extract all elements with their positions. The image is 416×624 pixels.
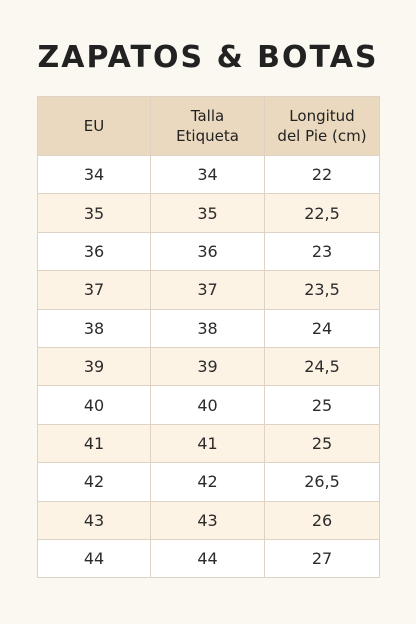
table-row: 42 42 26,5 — [37, 462, 380, 502]
table-cell: 25 — [264, 423, 380, 464]
column-header: EU — [37, 96, 151, 156]
table-cell: 34 — [150, 154, 265, 195]
table-row: 34 34 22 — [37, 154, 380, 195]
table-row: 39 39 24,5 — [37, 346, 380, 387]
table-cell: 40 — [37, 385, 151, 425]
table-cell: 36 — [150, 231, 265, 272]
table-cell: 24,5 — [264, 346, 380, 387]
table-row: 40 40 25 — [37, 385, 380, 425]
table-row: 35 35 22,5 — [37, 193, 380, 233]
table-cell: 23,5 — [264, 270, 380, 310]
table-body: 34 34 22 35 35 22,5 36 36 23 37 37 23,5 38 38 24 39 39 24… — [37, 154, 380, 579]
table-cell: 43 — [150, 500, 265, 540]
table-cell: 22,5 — [264, 193, 380, 233]
table-row: 37 37 23,5 — [37, 270, 380, 310]
table-cell: 34 — [37, 154, 151, 195]
table-cell: 35 — [37, 193, 151, 233]
table-cell: 44 — [37, 538, 151, 579]
header-line: Etiqueta — [176, 127, 239, 145]
header-line: Talla — [190, 107, 225, 125]
table-cell: 44 — [150, 538, 265, 579]
table-cell: 43 — [37, 500, 151, 540]
header-line: Longitud — [289, 107, 355, 125]
table-cell: 37 — [150, 270, 265, 310]
table-cell: 41 — [37, 423, 151, 464]
title: ZAPATOS & BOTAS — [37, 40, 379, 75]
table-cell: 25 — [264, 385, 380, 425]
table-cell: 26,5 — [264, 462, 380, 502]
table-cell: 23 — [264, 231, 380, 272]
table-row: 44 44 27 — [37, 538, 380, 579]
table-cell: 42 — [37, 462, 151, 502]
column-header: Longitud del Pie (cm) — [264, 96, 380, 156]
column-header: Talla Etiqueta — [150, 96, 265, 156]
table-row: 43 43 26 — [37, 500, 380, 540]
table-row: 36 36 23 — [37, 231, 380, 272]
table-cell: 41 — [150, 423, 265, 464]
table-cell: 35 — [150, 193, 265, 233]
table-cell: 24 — [264, 308, 380, 348]
table-cell: 42 — [150, 462, 265, 502]
table-cell: 39 — [150, 346, 265, 387]
table-cell: 27 — [264, 538, 380, 579]
header-line: del Pie (cm) — [277, 127, 367, 145]
table-cell: 26 — [264, 500, 380, 540]
table-cell: 38 — [37, 308, 151, 348]
header-row: EU Talla Etiqueta Longitud del Pie (cm) — [37, 96, 380, 156]
table-cell: 40 — [150, 385, 265, 425]
table-cell: 22 — [264, 154, 380, 195]
size-table: EU Talla Etiqueta Longitud del Pie (cm) 34 34… — [37, 96, 380, 579]
table-cell: 38 — [150, 308, 265, 348]
table-cell: 37 — [37, 270, 151, 310]
header-line: EU — [83, 117, 105, 135]
table-cell: 36 — [37, 231, 151, 272]
table-cell: 39 — [37, 346, 151, 387]
table-row: 41 41 25 — [37, 423, 380, 464]
table-row: 38 38 24 — [37, 308, 380, 348]
